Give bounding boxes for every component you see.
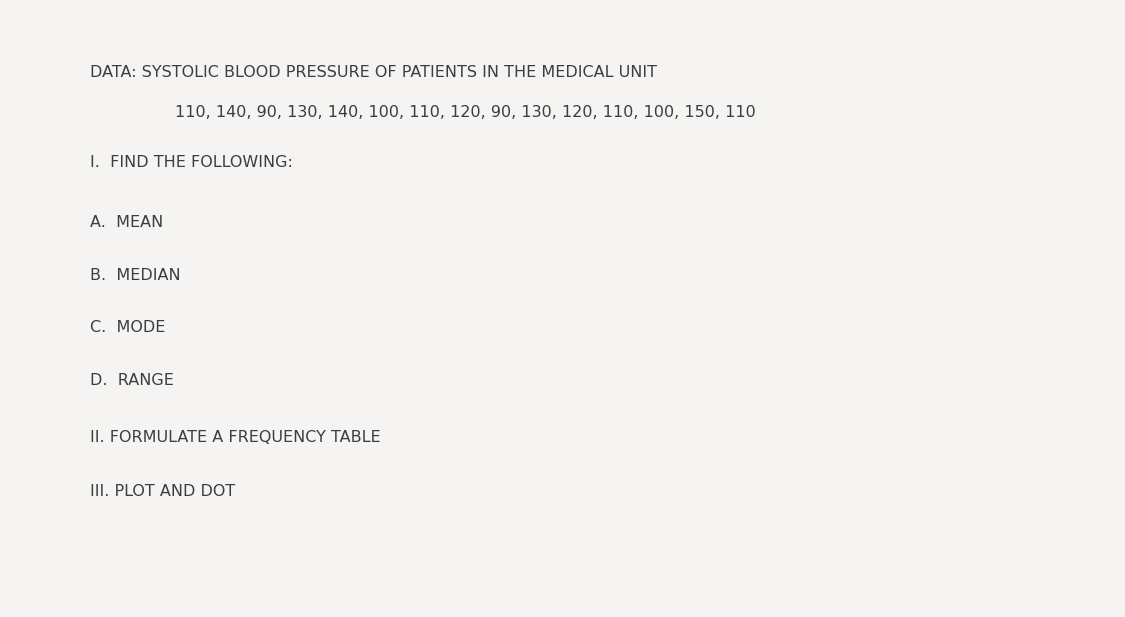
Text: B.  MEDIAN: B. MEDIAN	[90, 268, 181, 283]
Text: D.  RANGE: D. RANGE	[90, 373, 174, 388]
Text: III. PLOT AND DOT: III. PLOT AND DOT	[90, 484, 235, 499]
Text: A.  MEAN: A. MEAN	[90, 215, 163, 230]
Text: II. FORMULATE A FREQUENCY TABLE: II. FORMULATE A FREQUENCY TABLE	[90, 430, 380, 445]
Text: DATA: SYSTOLIC BLOOD PRESSURE OF PATIENTS IN THE MEDICAL UNIT: DATA: SYSTOLIC BLOOD PRESSURE OF PATIENT…	[90, 65, 657, 80]
Text: I.  FIND THE FOLLOWING:: I. FIND THE FOLLOWING:	[90, 155, 292, 170]
Text: 110, 140, 90, 130, 140, 100, 110, 120, 90, 130, 120, 110, 100, 150, 110: 110, 140, 90, 130, 140, 100, 110, 120, 9…	[176, 105, 756, 120]
Text: C.  MODE: C. MODE	[90, 320, 165, 335]
